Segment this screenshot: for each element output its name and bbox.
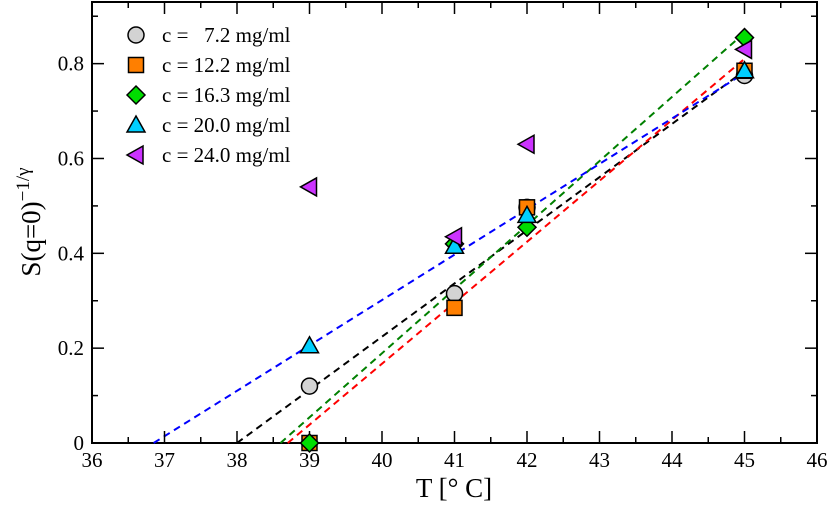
y-tick-label: 0.6	[58, 146, 84, 170]
legend-label: c = 7.2 mg/ml	[162, 23, 291, 47]
data-point	[298, 176, 318, 198]
data-point	[445, 284, 464, 303]
fit-line	[279, 32, 746, 444]
data-markers	[298, 27, 755, 454]
legend-marker	[125, 144, 144, 166]
y-tick-label: 0	[74, 431, 85, 455]
x-axis-title: T [° C]	[416, 473, 492, 503]
data-point	[734, 60, 755, 79]
y-tick-label: 0.4	[58, 241, 85, 265]
y-axis-title: S(q=0)−1/γ	[13, 167, 46, 276]
data-point	[444, 235, 465, 254]
legend-marker	[125, 114, 147, 133]
x-tick-label: 40	[372, 448, 393, 472]
legend-label: c = 12.2 mg/ml	[162, 53, 291, 77]
fit-line	[287, 58, 746, 444]
legend-marker	[125, 84, 147, 106]
data-point	[300, 377, 319, 395]
data-point	[443, 226, 463, 248]
fit-line	[153, 72, 746, 444]
x-tick-label: 45	[734, 448, 755, 472]
data-point	[733, 39, 753, 60]
x-tick-label: 38	[227, 448, 248, 472]
x-tick-label: 44	[662, 448, 684, 472]
data-point	[446, 299, 463, 317]
legend-label: c = 24.0 mg/ml	[162, 143, 291, 167]
axis-ticks: 36 37 38 39 40 41 42 43 44 45 46 0 0.2 0.4 0.6 0.8	[58, 2, 828, 472]
y-axis-title-main: S(q=0)	[16, 201, 46, 276]
x-tick-label: 46	[807, 448, 828, 472]
data-point	[516, 133, 535, 155]
x-tick-label: 39	[299, 448, 320, 472]
legend: c = 7.2 mg/ml c = 12.2 mg/ml c = 16.3 mg/m…	[125, 23, 291, 167]
x-tick-label: 37	[154, 448, 175, 472]
legend-label: c = 16.3 mg/ml	[162, 83, 291, 107]
legend-label: c = 20.0 mg/ml	[162, 113, 291, 137]
data-point	[516, 204, 538, 224]
data-point	[299, 432, 320, 454]
legend-marker	[127, 26, 145, 44]
y-tick-label: 0.8	[58, 52, 84, 76]
svg-text:S(q=0)−1/γ: S(q=0)−1/γ	[13, 167, 46, 276]
legend-marker	[127, 56, 145, 74]
x-tick-label: 43	[589, 448, 610, 472]
x-tick-label: 36	[82, 448, 103, 472]
x-tick-label: 41	[444, 448, 465, 472]
y-axis-title-exponent: −1/γ	[13, 167, 34, 201]
y-tick-label: 0.2	[58, 336, 84, 360]
fit-lines	[153, 32, 746, 444]
data-point	[299, 335, 320, 354]
x-tick-label: 42	[517, 448, 538, 472]
